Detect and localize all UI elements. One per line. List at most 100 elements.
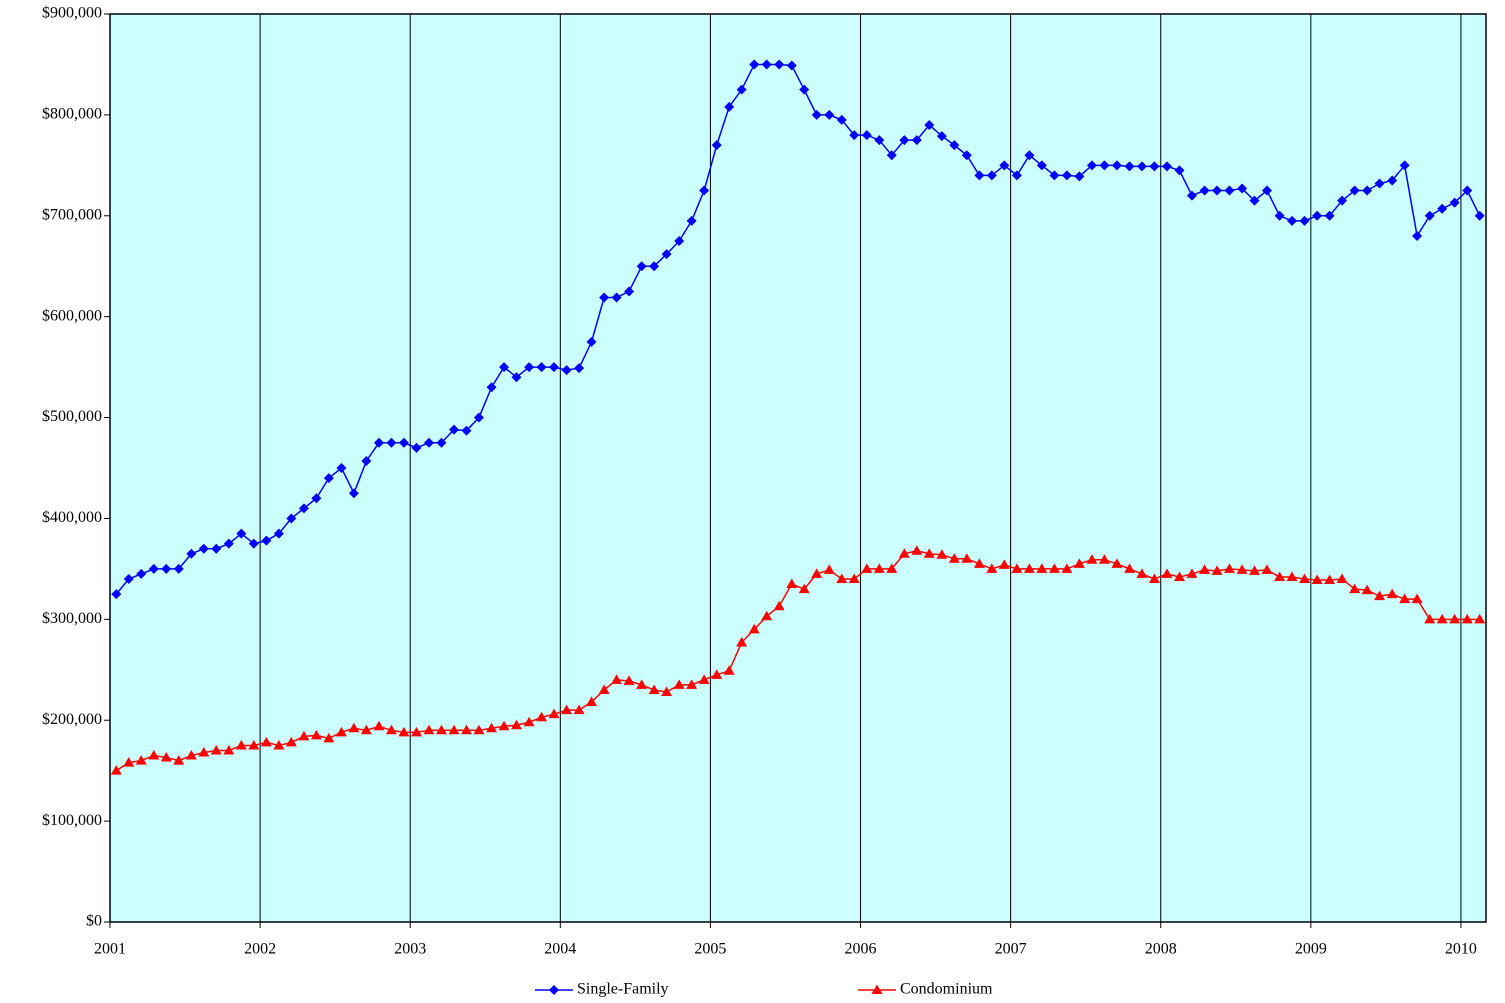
legend-marker	[871, 984, 883, 994]
marker	[1061, 563, 1073, 573]
marker	[211, 543, 222, 554]
legend-label: Condominium	[900, 981, 993, 998]
marker	[160, 752, 172, 762]
marker	[674, 236, 685, 246]
marker	[1336, 573, 1348, 583]
marker	[774, 59, 785, 70]
marker	[161, 563, 172, 574]
marker	[461, 425, 472, 436]
marker	[448, 724, 460, 735]
x-tick-label: 2009	[1295, 941, 1327, 958]
marker	[1173, 571, 1185, 581]
y-tick-label: $0	[86, 913, 102, 930]
marker	[786, 60, 797, 71]
marker	[198, 747, 210, 757]
marker	[1461, 613, 1473, 624]
marker	[486, 382, 497, 393]
marker	[185, 750, 197, 760]
marker	[1411, 593, 1423, 604]
marker	[1224, 185, 1235, 196]
marker	[1199, 564, 1211, 574]
marker	[1324, 574, 1336, 584]
marker	[773, 600, 785, 611]
marker	[798, 583, 810, 594]
marker	[411, 442, 422, 453]
marker	[1261, 185, 1272, 196]
marker	[148, 563, 159, 574]
marker	[1412, 230, 1423, 241]
marker	[1299, 215, 1310, 226]
marker	[1236, 564, 1248, 574]
marker	[1311, 574, 1323, 584]
marker	[348, 488, 359, 499]
marker	[1337, 195, 1348, 206]
marker	[423, 724, 435, 735]
marker	[1011, 170, 1022, 181]
marker	[1211, 565, 1223, 575]
plot-border	[109, 13, 1487, 923]
marker	[1287, 215, 1298, 226]
marker	[123, 573, 134, 584]
marker	[1148, 573, 1160, 583]
marker	[1074, 171, 1085, 182]
marker	[1036, 160, 1047, 171]
marker	[686, 215, 697, 226]
marker	[1362, 185, 1373, 196]
marker	[1286, 571, 1298, 581]
marker	[936, 549, 948, 559]
marker	[1223, 563, 1235, 573]
marker	[348, 722, 360, 733]
y-tick-label: $700,000	[42, 206, 102, 223]
legend-marker	[549, 985, 559, 995]
marker	[1186, 568, 1198, 578]
marker	[436, 437, 447, 448]
marker	[223, 538, 234, 549]
marker	[1274, 571, 1286, 581]
marker	[761, 610, 773, 621]
marker	[1424, 210, 1435, 221]
y-tick-label: $100,000	[42, 812, 102, 829]
marker	[1237, 183, 1248, 194]
marker	[836, 114, 847, 125]
marker	[961, 150, 972, 161]
marker	[561, 704, 573, 715]
y-tick-label: $500,000	[42, 408, 102, 425]
x-tick-label: 2005	[694, 941, 726, 958]
marker	[736, 84, 747, 95]
marker	[385, 724, 397, 735]
marker	[173, 563, 184, 574]
marker	[323, 732, 335, 743]
marker	[1124, 563, 1136, 573]
marker	[811, 109, 822, 120]
marker	[1036, 563, 1048, 573]
marker	[449, 424, 460, 435]
x-tick-label: 2007	[995, 941, 1027, 958]
marker	[861, 130, 872, 141]
marker	[1374, 178, 1385, 189]
marker	[948, 553, 960, 563]
marker	[874, 135, 885, 146]
marker	[974, 170, 985, 181]
marker	[248, 538, 259, 549]
marker	[1024, 150, 1035, 161]
marker	[998, 559, 1010, 569]
marker	[336, 463, 347, 473]
marker	[110, 765, 122, 775]
marker	[661, 686, 673, 696]
marker	[824, 109, 835, 120]
marker	[586, 336, 597, 347]
marker	[1049, 170, 1060, 181]
marker	[1474, 613, 1486, 624]
marker	[573, 704, 585, 715]
x-tick-label: 2003	[394, 941, 426, 958]
marker	[536, 362, 547, 373]
marker	[236, 528, 247, 539]
marker	[499, 362, 510, 373]
marker	[711, 669, 723, 679]
marker	[548, 708, 560, 719]
y-tick-label: $600,000	[42, 307, 102, 324]
marker	[285, 736, 297, 747]
marker	[1174, 165, 1185, 176]
marker	[873, 563, 885, 573]
marker	[986, 563, 998, 573]
